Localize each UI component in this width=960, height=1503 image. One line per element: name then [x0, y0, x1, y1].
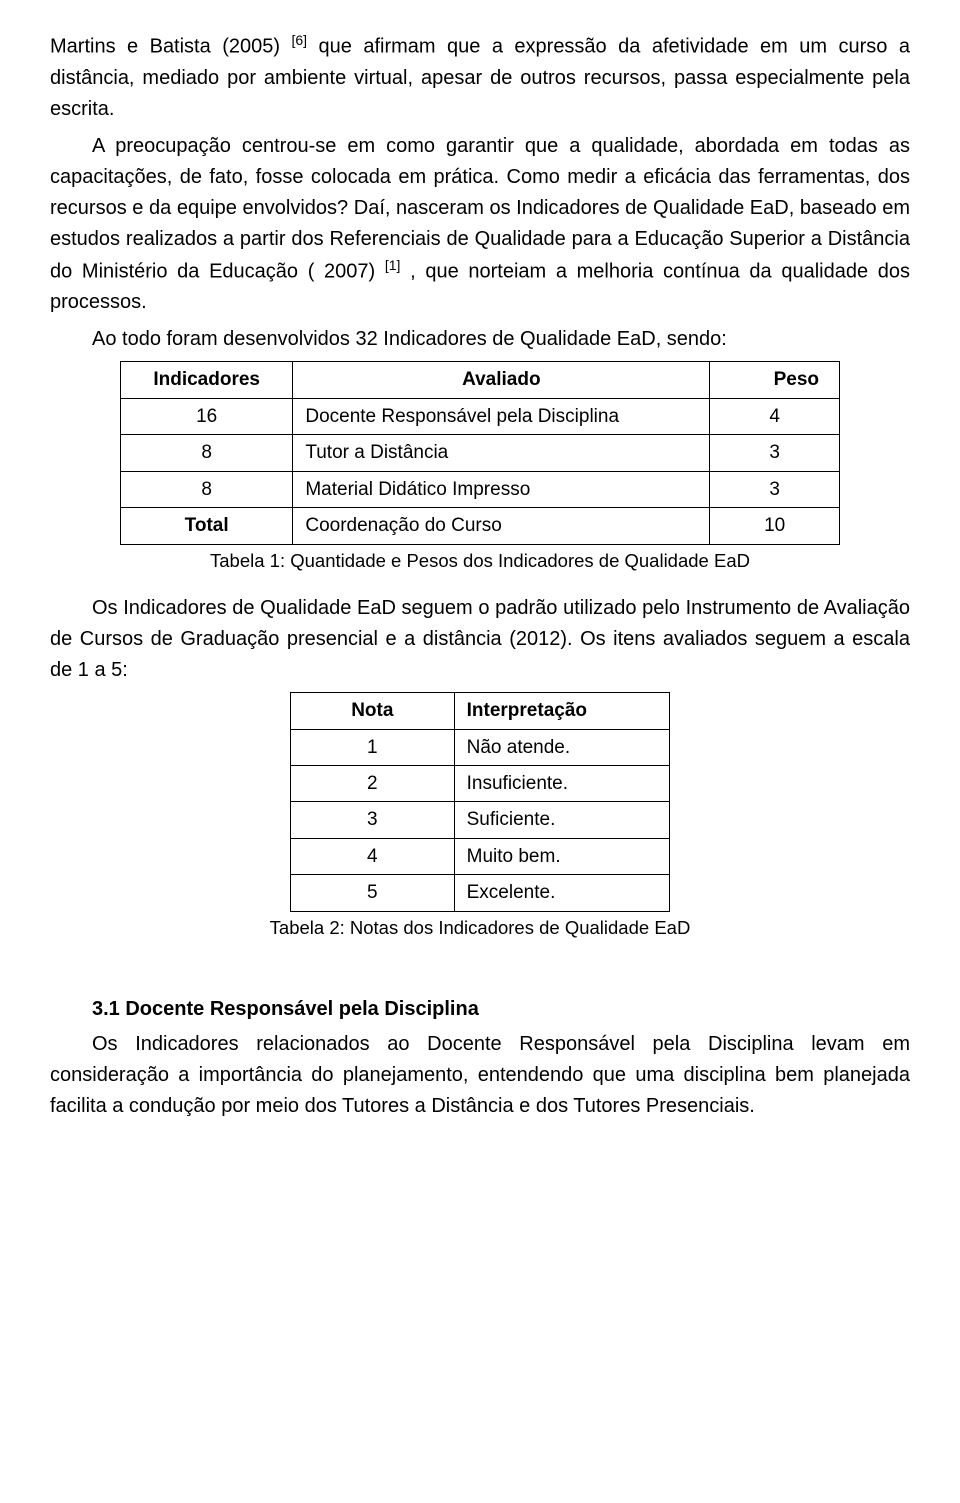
table-indicadores: Indicadores Avaliado Peso 16 Docente Res… [120, 361, 840, 544]
cell: Docente Responsável pela Disciplina [293, 398, 710, 434]
cell: Muito bem. [454, 838, 669, 874]
table2-caption: Tabela 2: Notas dos Indicadores de Quali… [50, 914, 910, 943]
cell: Não atende. [454, 729, 669, 765]
table-row: 3 Suficiente. [291, 802, 670, 838]
paragraph-4: Os Indicadores de Qualidade EaD seguem o… [50, 593, 910, 686]
th-interpretacao: Interpretação [454, 693, 669, 729]
cell: 4 [291, 838, 455, 874]
table-row: Total Coordenação do Curso 10 [121, 508, 840, 544]
cell: 3 [710, 435, 840, 471]
cell: 16 [121, 398, 293, 434]
cell-total: Total [121, 508, 293, 544]
paragraph-2: A preocupação centrou-se em como garanti… [50, 131, 910, 319]
cell: 10 [710, 508, 840, 544]
paragraph-1: Martins e Batista (2005) [6] que afirmam… [50, 30, 910, 125]
cell: Material Didático Impresso [293, 471, 710, 507]
table-row: 2 Insuficiente. [291, 766, 670, 802]
th-avaliado: Avaliado [293, 362, 710, 398]
section-heading-3-1: 3.1 Docente Responsável pela Disciplina [92, 994, 910, 1025]
cell: 8 [121, 435, 293, 471]
paragraph-3: Ao todo foram desenvolvidos 32 Indicador… [50, 324, 910, 355]
table-header-row: Indicadores Avaliado Peso [121, 362, 840, 398]
cell: Insuficiente. [454, 766, 669, 802]
paragraph-5: Os Indicadores relacionados ao Docente R… [50, 1029, 910, 1122]
table-row: 4 Muito bem. [291, 838, 670, 874]
cell: Coordenação do Curso [293, 508, 710, 544]
cell: 3 [710, 471, 840, 507]
th-peso: Peso [710, 362, 840, 398]
table-header-row: Nota Interpretação [291, 693, 670, 729]
cell: Suficiente. [454, 802, 669, 838]
cell: 2 [291, 766, 455, 802]
th-indicadores: Indicadores [121, 362, 293, 398]
table-row: 5 Excelente. [291, 875, 670, 911]
cell: 3 [291, 802, 455, 838]
cell: 4 [710, 398, 840, 434]
p1-text-a: Martins e Batista (2005) [50, 36, 291, 58]
cell: Excelente. [454, 875, 669, 911]
cell: 8 [121, 471, 293, 507]
th-nota: Nota [291, 693, 455, 729]
cell: Tutor a Distância [293, 435, 710, 471]
table-row: 1 Não atende. [291, 729, 670, 765]
p2-superscript: [1] [385, 257, 401, 273]
table-row: 16 Docente Responsável pela Disciplina 4 [121, 398, 840, 434]
table-row: 8 Tutor a Distância 3 [121, 435, 840, 471]
table1-caption: Tabela 1: Quantidade e Pesos dos Indicad… [50, 547, 910, 576]
table-notas: Nota Interpretação 1 Não atende. 2 Insuf… [290, 692, 670, 912]
table-row: 8 Material Didático Impresso 3 [121, 471, 840, 507]
cell: 1 [291, 729, 455, 765]
p1-superscript: [6] [291, 32, 307, 48]
cell: 5 [291, 875, 455, 911]
